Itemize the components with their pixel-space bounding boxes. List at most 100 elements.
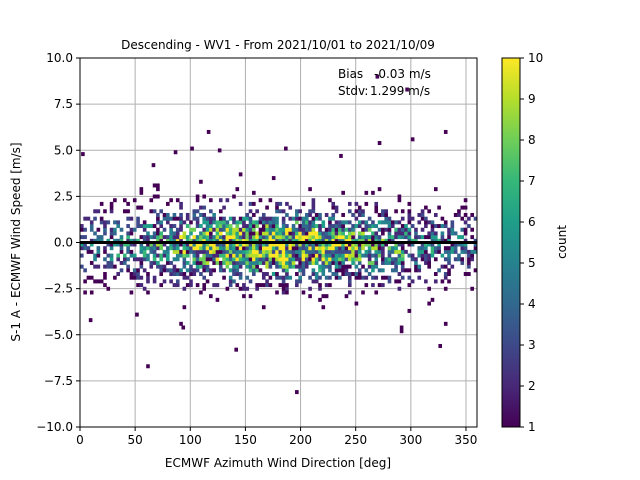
heatmap-bin [205, 242, 210, 247]
heatmap-bin [311, 249, 316, 254]
heatmap-bin [258, 235, 263, 240]
heatmap-bin [357, 268, 362, 273]
heatmap-bin [424, 279, 428, 284]
heatmap-bin [354, 224, 359, 229]
heatmap-bin [172, 249, 177, 254]
heatmap-bin [195, 264, 200, 269]
heatmap-bin [400, 242, 405, 247]
heatmap-bin [202, 249, 207, 254]
heatmap-bin [113, 227, 117, 232]
heatmap-bin [430, 235, 435, 240]
heatmap-bin [209, 235, 213, 240]
heatmap-bin [205, 260, 210, 265]
heatmap-bin [371, 260, 375, 265]
heatmap-bin [318, 283, 322, 288]
heatmap-bin [199, 224, 203, 229]
heatmap-bin [205, 264, 210, 269]
heatmap-bin [377, 212, 382, 217]
heatmap-bin [175, 242, 180, 247]
heatmap-bin [314, 224, 319, 229]
heatmap-bin [407, 227, 412, 232]
heatmap-bin [265, 253, 269, 258]
heatmap-bin [311, 246, 316, 251]
heatmap-bin [162, 253, 167, 258]
heatmap-bin [199, 235, 203, 240]
heatmap-bin [245, 227, 250, 232]
heatmap-bin [202, 194, 207, 199]
heatmap-bin [218, 235, 223, 240]
heatmap-bin [106, 260, 111, 265]
x-tick-label: 0 [76, 433, 84, 447]
heatmap-bin [209, 294, 213, 299]
heatmap-bin [467, 272, 471, 277]
heatmap-bin [268, 231, 273, 236]
heatmap-bin [390, 220, 395, 225]
heatmap-bin [291, 264, 296, 269]
heatmap-bin [139, 242, 144, 247]
heatmap-bin [447, 227, 451, 232]
heatmap-bin [261, 220, 266, 225]
heatmap-bin [324, 253, 329, 258]
heatmap-bin [232, 246, 236, 251]
heatmap-bin [308, 249, 312, 254]
heatmap-bin [390, 224, 395, 229]
heatmap-bin [377, 246, 382, 251]
heatmap-bin [169, 268, 173, 273]
heatmap-bin [295, 264, 299, 269]
heatmap-bin [344, 235, 349, 240]
heatmap-bin [242, 220, 246, 225]
heatmap-bin [83, 279, 87, 284]
heatmap-bin [222, 249, 226, 254]
heatmap-bin [390, 235, 395, 240]
heatmap-bin [470, 235, 474, 240]
heatmap-bin [371, 231, 375, 236]
heatmap-bin [228, 235, 233, 240]
heatmap-bin [268, 227, 273, 232]
heatmap-bin [185, 275, 190, 280]
heatmap-bin [420, 227, 425, 232]
heatmap-bin [166, 238, 170, 243]
heatmap-bin [149, 249, 154, 254]
heatmap-bin [311, 201, 316, 206]
heatmap-bin [202, 238, 207, 243]
heatmap-bin [248, 242, 253, 247]
heatmap-bin [314, 242, 319, 247]
heatmap-bin [295, 257, 299, 262]
heatmap-bin [285, 253, 289, 258]
heatmap-bin [238, 235, 243, 240]
heatmap-bin [271, 246, 276, 251]
heatmap-bin [354, 257, 359, 262]
heatmap-bin [123, 209, 127, 214]
heatmap-bin [387, 279, 392, 284]
heatmap-bin [142, 249, 147, 254]
colorbar-tick-label: 6 [528, 215, 536, 229]
heatmap-bin [238, 172, 243, 177]
heatmap-bin [443, 321, 448, 326]
heatmap-bin [248, 201, 253, 206]
heatmap-bin [288, 216, 293, 221]
heatmap-bin [417, 212, 422, 217]
heatmap-bin [135, 312, 139, 317]
heatmap-bin [149, 209, 154, 214]
heatmap-bin [281, 275, 286, 280]
heatmap-bin [235, 220, 240, 225]
heatmap-bin [338, 264, 342, 269]
heatmap-bin [179, 212, 183, 217]
heatmap-bin [433, 279, 438, 284]
heatmap-bin [248, 279, 253, 284]
heatmap-bin [301, 257, 306, 262]
heatmap-bin [371, 268, 375, 273]
heatmap-bin [195, 242, 200, 247]
heatmap-bin [341, 212, 345, 217]
heatmap-bin [417, 275, 422, 280]
heatmap-bin [86, 246, 91, 251]
heatmap-bin [268, 198, 273, 203]
heatmap-bin [344, 220, 349, 225]
y-tick-label: −10.0 [36, 420, 73, 434]
heatmap-bin [341, 260, 345, 265]
heatmap-bin [318, 297, 322, 302]
heatmap-bin [248, 235, 253, 240]
heatmap-bin [103, 231, 107, 236]
heatmap-bin [374, 242, 379, 247]
heatmap-bin [190, 146, 194, 151]
